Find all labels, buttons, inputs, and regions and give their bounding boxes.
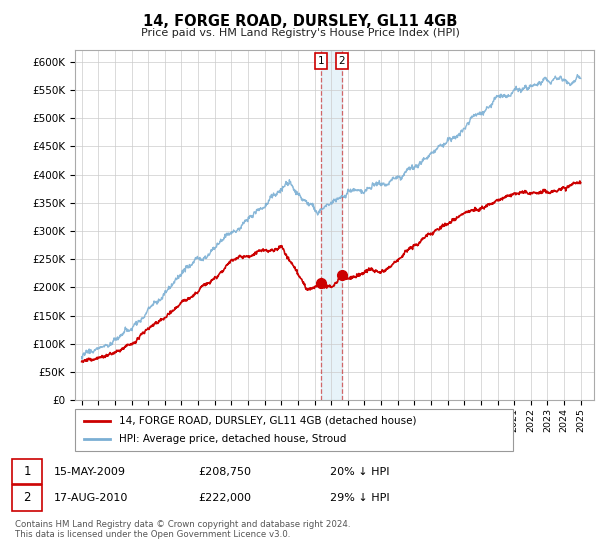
FancyBboxPatch shape (75, 409, 513, 451)
Text: 15-MAY-2009: 15-MAY-2009 (54, 466, 126, 477)
Text: 2: 2 (23, 491, 31, 505)
Text: £222,000: £222,000 (198, 493, 251, 503)
Text: 20% ↓ HPI: 20% ↓ HPI (330, 466, 389, 477)
Text: 29% ↓ HPI: 29% ↓ HPI (330, 493, 389, 503)
Text: 1: 1 (23, 465, 31, 478)
Bar (320, 50, 341, 400)
Text: Contains HM Land Registry data © Crown copyright and database right 2024.
This d: Contains HM Land Registry data © Crown c… (15, 520, 350, 539)
Text: 2: 2 (338, 56, 345, 66)
Text: 17-AUG-2010: 17-AUG-2010 (54, 493, 128, 503)
Text: 14, FORGE ROAD, DURSLEY, GL11 4GB: 14, FORGE ROAD, DURSLEY, GL11 4GB (143, 14, 457, 29)
Text: Price paid vs. HM Land Registry's House Price Index (HPI): Price paid vs. HM Land Registry's House … (140, 28, 460, 38)
Text: HPI: Average price, detached house, Stroud: HPI: Average price, detached house, Stro… (119, 434, 346, 444)
Text: 1: 1 (317, 56, 324, 66)
Text: 14, FORGE ROAD, DURSLEY, GL11 4GB (detached house): 14, FORGE ROAD, DURSLEY, GL11 4GB (detac… (119, 416, 416, 426)
Text: £208,750: £208,750 (198, 466, 251, 477)
